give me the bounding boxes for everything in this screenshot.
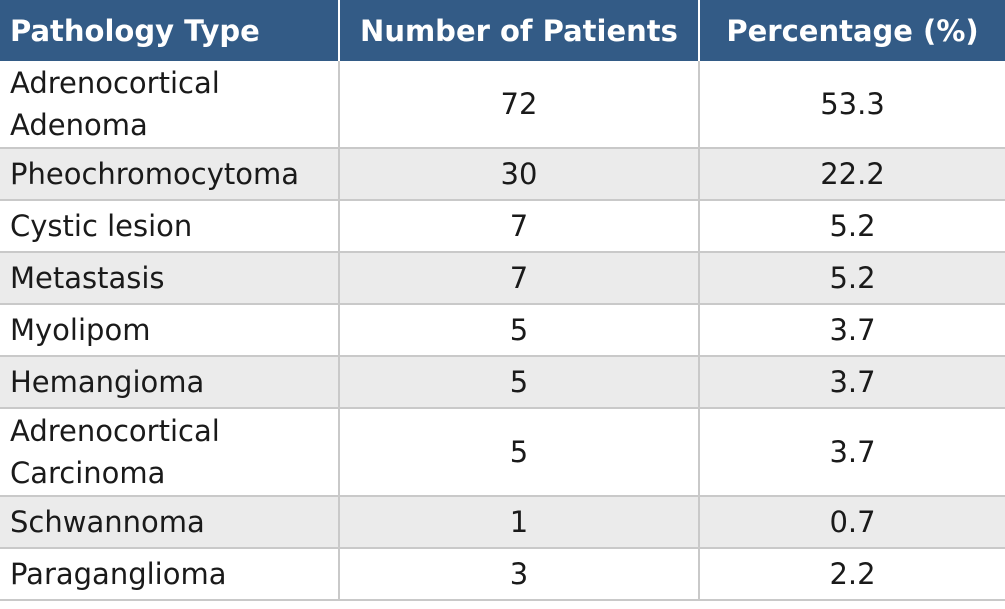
patient-count-cell: 5 [339, 356, 700, 409]
percentage-cell: 53.3 [699, 61, 1005, 149]
table-row: Adrenocortical Adenoma 72 53.3 [0, 61, 1005, 149]
header-row: Pathology Type Number of Patients Percen… [0, 0, 1005, 61]
pathology-type-cell: Pheochromocytoma [0, 148, 340, 201]
header-number-of-patients: Number of Patients [339, 0, 700, 61]
patient-count-cell: 3 [339, 548, 700, 601]
percentage-cell: 3.7 [699, 304, 1005, 357]
patient-count-cell: 72 [339, 61, 700, 149]
table-row: Paraganglioma 3 2.2 [0, 548, 1005, 601]
table-row: Cystic lesion 7 5.2 [0, 200, 1005, 253]
pathology-type-text: Adrenocortical [10, 65, 220, 100]
percentage-cell: 5.2 [699, 200, 1005, 253]
patient-count-cell: 7 [339, 252, 700, 305]
patient-count-cell: 5 [339, 408, 700, 497]
pathology-type-cell: Paraganglioma [0, 548, 340, 601]
table-header: Pathology Type Number of Patients Percen… [0, 0, 1005, 61]
pathology-type-cell: Cystic lesion [0, 200, 340, 253]
pathology-type-text: Myolipom [10, 312, 151, 347]
patient-count-cell: 7 [339, 200, 700, 253]
pathology-type-cell: Myolipom [0, 304, 340, 357]
pathology-type-text: Hemangioma [10, 364, 205, 399]
pathology-type-cell: Metastasis [0, 252, 340, 305]
pathology-type-text: Pheochromocytoma [10, 156, 300, 191]
pathology-type-text: Metastasis [10, 260, 165, 295]
pathology-type-text: Carcinoma [10, 456, 166, 490]
header-pathology-type: Pathology Type [0, 0, 340, 61]
pathology-type-text: Adenoma [10, 108, 148, 142]
percentage-cell: 3.7 [699, 408, 1005, 497]
table-row: Metastasis 7 5.2 [0, 252, 1005, 305]
patient-count-cell: 1 [339, 496, 700, 549]
percentage-cell: 5.2 [699, 252, 1005, 305]
pathology-type-text: Schwannoma [10, 504, 205, 539]
pathology-type-text: Adrenocortical [10, 413, 220, 448]
table-row: Adrenocortical Carcinoma 5 3.7 [0, 408, 1005, 497]
pathology-type-cell: Adrenocortical Carcinoma [0, 408, 340, 497]
percentage-cell: 0.7 [699, 496, 1005, 549]
pathology-type-cell: Schwannoma [0, 496, 340, 549]
header-percentage: Percentage (%) [699, 0, 1005, 61]
percentage-cell: 3.7 [699, 356, 1005, 409]
table-row: Myolipom 5 3.7 [0, 304, 1005, 357]
pathology-type-cell: Adrenocortical Adenoma [0, 61, 340, 149]
percentage-cell: 22.2 [699, 148, 1005, 201]
patient-count-cell: 30 [339, 148, 700, 201]
table-row: Hemangioma 5 3.7 [0, 356, 1005, 409]
table-body: Adrenocortical Adenoma 72 53.3 Pheochromocyt… [0, 61, 1005, 601]
pathology-type-cell: Hemangioma [0, 356, 340, 409]
patient-count-cell: 5 [339, 304, 700, 357]
table-row: Pheochromocytoma 30 22.2 [0, 148, 1005, 201]
table-row: Schwannoma 1 0.7 [0, 496, 1005, 549]
pathology-type-text: Cystic lesion [10, 208, 193, 243]
percentage-cell: 2.2 [699, 548, 1005, 601]
pathology-type-text: Paraganglioma [10, 556, 227, 591]
